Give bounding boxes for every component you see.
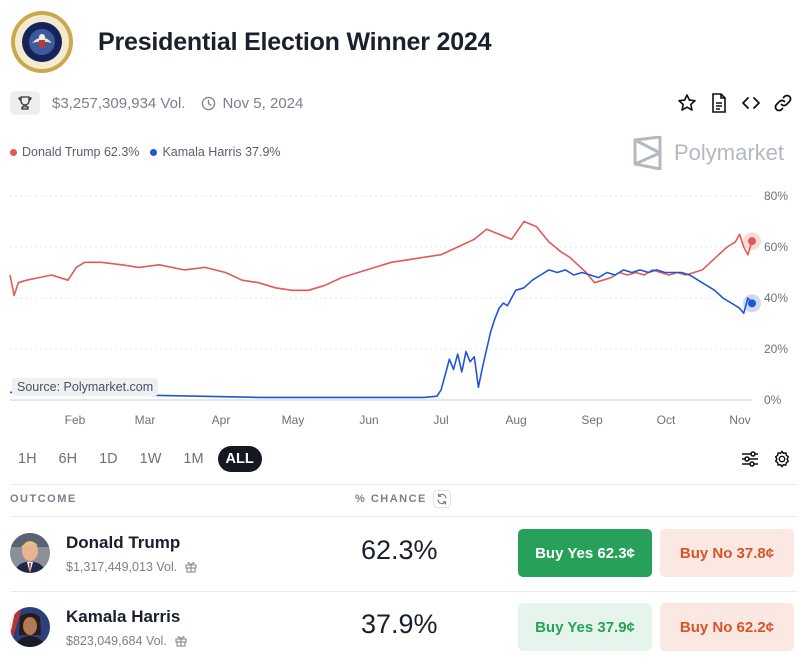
y-tick-label: 20% xyxy=(764,342,788,356)
x-tick-label: Sep xyxy=(581,413,603,427)
x-tick-label: May xyxy=(282,413,305,427)
series-line-harris xyxy=(9,269,753,399)
page-title: Presidential Election Winner 2024 xyxy=(98,27,492,56)
chart-legend: Donald Trump 62.3% Kamala Harris 37.9% xyxy=(10,145,292,159)
brand-name: Polymarket xyxy=(674,140,785,165)
series-line-trump xyxy=(9,220,753,297)
series-end-point xyxy=(748,237,756,246)
buy-yes-button[interactable]: Buy Yes 37.9¢ xyxy=(518,603,652,651)
candidate-name[interactable]: Kamala Harris xyxy=(66,607,181,626)
candidate-name[interactable]: Donald Trump xyxy=(66,533,181,552)
range-1w[interactable]: 1W xyxy=(139,451,162,467)
avatar-harris xyxy=(10,607,50,647)
divider xyxy=(10,516,797,517)
outcome-row-trump[interactable]: Donald Trump $1,317,449,013 Vol. 62.3% B… xyxy=(10,517,797,589)
star-icon[interactable] xyxy=(677,93,697,113)
candidate-volume: $823,049,684 Vol. xyxy=(66,634,187,648)
y-tick-label: 60% xyxy=(764,240,788,254)
link-icon[interactable] xyxy=(773,93,793,113)
clock-icon xyxy=(201,96,216,111)
column-header-chance-label: % CHANCE xyxy=(355,493,427,505)
column-header-outcome: OUTCOME xyxy=(10,493,77,505)
gift-icon xyxy=(185,561,197,573)
document-icon[interactable] xyxy=(709,93,729,113)
y-tick-label: 80% xyxy=(764,189,788,203)
divider xyxy=(10,484,797,485)
x-tick-label: Jun xyxy=(359,413,378,427)
market-actions xyxy=(677,90,793,116)
legend-dot-trump xyxy=(10,148,17,156)
legend-item-trump: Donald Trump 62.3% xyxy=(10,145,139,159)
gift-icon xyxy=(175,635,187,647)
price-history-chart[interactable]: 80% 60% 40% 20% 0% Feb Mar Apr May Jun Jul Aug Sep Oc… xyxy=(0,180,807,430)
market-meta: $3,257,309,934 Vol. Nov 5, 2024 xyxy=(10,90,797,116)
sliders-icon[interactable] xyxy=(741,450,759,468)
series-end-point xyxy=(748,299,756,308)
avatar-trump xyxy=(10,533,50,573)
y-tick-label: 40% xyxy=(764,291,788,305)
column-header-chance: % CHANCE xyxy=(355,490,451,508)
legend-label-trump: Donald Trump 62.3% xyxy=(22,145,140,159)
embed-code-icon[interactable] xyxy=(741,93,761,113)
market-end-date: Nov 5, 2024 xyxy=(222,94,304,112)
x-tick-label: Mar xyxy=(135,413,156,427)
legend-label-harris: Kamala Harris 37.9% xyxy=(162,145,281,159)
legend-item-harris: Kamala Harris 37.9% xyxy=(150,145,281,159)
outcome-row-harris[interactable]: Kamala Harris $823,049,684 Vol. 37.9% Bu… xyxy=(10,591,797,663)
x-tick-label: Feb xyxy=(65,413,86,427)
chance-value: 37.9% xyxy=(361,609,438,639)
x-tick-label: Nov xyxy=(729,413,750,427)
market-volume: $3,257,309,934 Vol. xyxy=(52,94,186,112)
range-6h[interactable]: 6H xyxy=(58,451,78,467)
buy-no-button[interactable]: Buy No 37.8¢ xyxy=(660,529,794,577)
range-1m[interactable]: 1M xyxy=(183,451,204,467)
polymarket-logo: Polymarket xyxy=(632,136,784,170)
range-1d[interactable]: 1D xyxy=(99,451,118,467)
x-tick-label: Oct xyxy=(657,413,676,427)
buy-no-button[interactable]: Buy No 62.2¢ xyxy=(660,603,794,651)
range-all[interactable]: ALL xyxy=(217,446,262,472)
chart-tools xyxy=(741,450,791,468)
chart-source-label: Source: Polymarket.com xyxy=(12,378,159,396)
candidate-volume-text: $1,317,449,013 Vol. xyxy=(66,560,178,574)
market-header: Presidential Election Winner 2024 xyxy=(10,10,797,74)
polymarket-logo-icon xyxy=(633,136,662,170)
range-1h[interactable]: 1H xyxy=(18,451,37,467)
divider xyxy=(10,591,797,592)
x-tick-label: Jul xyxy=(433,413,448,427)
x-tick-label: Aug xyxy=(505,413,526,427)
buy-yes-button[interactable]: Buy Yes 62.3¢ xyxy=(518,529,652,577)
candidate-volume-text: $823,049,684 Vol. xyxy=(66,634,167,648)
refresh-icon[interactable] xyxy=(432,490,451,508)
legend-dot-harris xyxy=(150,148,158,156)
time-range-selector: 1H 6H 1D 1W 1M ALL xyxy=(10,446,262,472)
trophy-icon xyxy=(10,91,40,115)
presidential-seal-icon xyxy=(11,11,73,73)
chance-value: 62.3% xyxy=(361,535,438,565)
gear-icon[interactable] xyxy=(773,450,791,468)
x-tick-label: Apr xyxy=(212,413,231,427)
y-tick-label: 0% xyxy=(764,393,782,407)
candidate-volume: $1,317,449,013 Vol. xyxy=(66,560,197,574)
